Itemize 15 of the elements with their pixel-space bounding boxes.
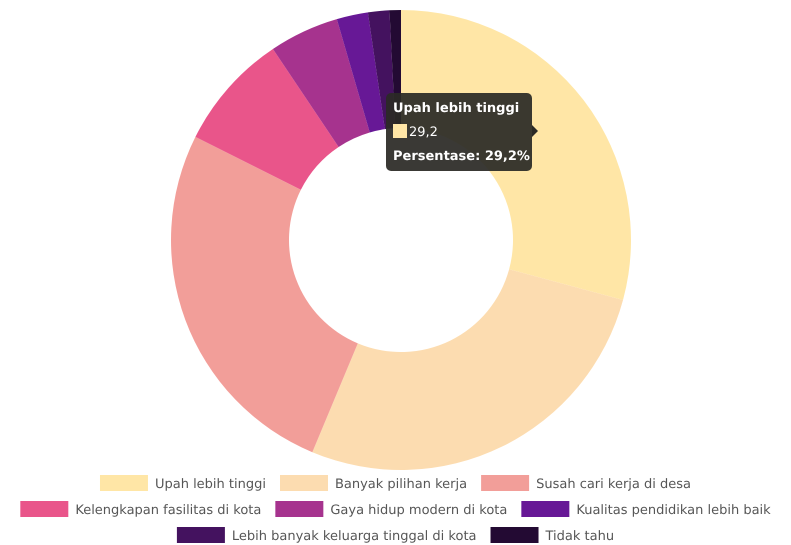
legend-label: Kualitas pendidikan lebih baik xyxy=(576,503,772,518)
text: Persentase: 29,2% xyxy=(393,149,530,164)
legend-label: Susah cari kerja di desa xyxy=(536,477,692,492)
donut-slice xyxy=(171,136,358,452)
legend-label: Banyak pilihan kerja xyxy=(334,477,468,492)
legend-label: Upah lebih tinggi xyxy=(154,477,266,492)
donut-slice xyxy=(195,48,339,190)
donut-slice xyxy=(336,12,385,132)
legend-label: Lebih banyak keluarga tinggal di kota xyxy=(232,529,477,544)
legend-label: Kelengkapan fasilitas di kota xyxy=(75,503,262,518)
text: 29,2 xyxy=(409,125,438,140)
text: Upah lebih tinggi xyxy=(393,101,520,116)
legend-label: Tidak tahu xyxy=(544,529,614,544)
donut-slice xyxy=(272,19,370,147)
legend-label: Gaya hidup modern di kota xyxy=(330,503,508,518)
